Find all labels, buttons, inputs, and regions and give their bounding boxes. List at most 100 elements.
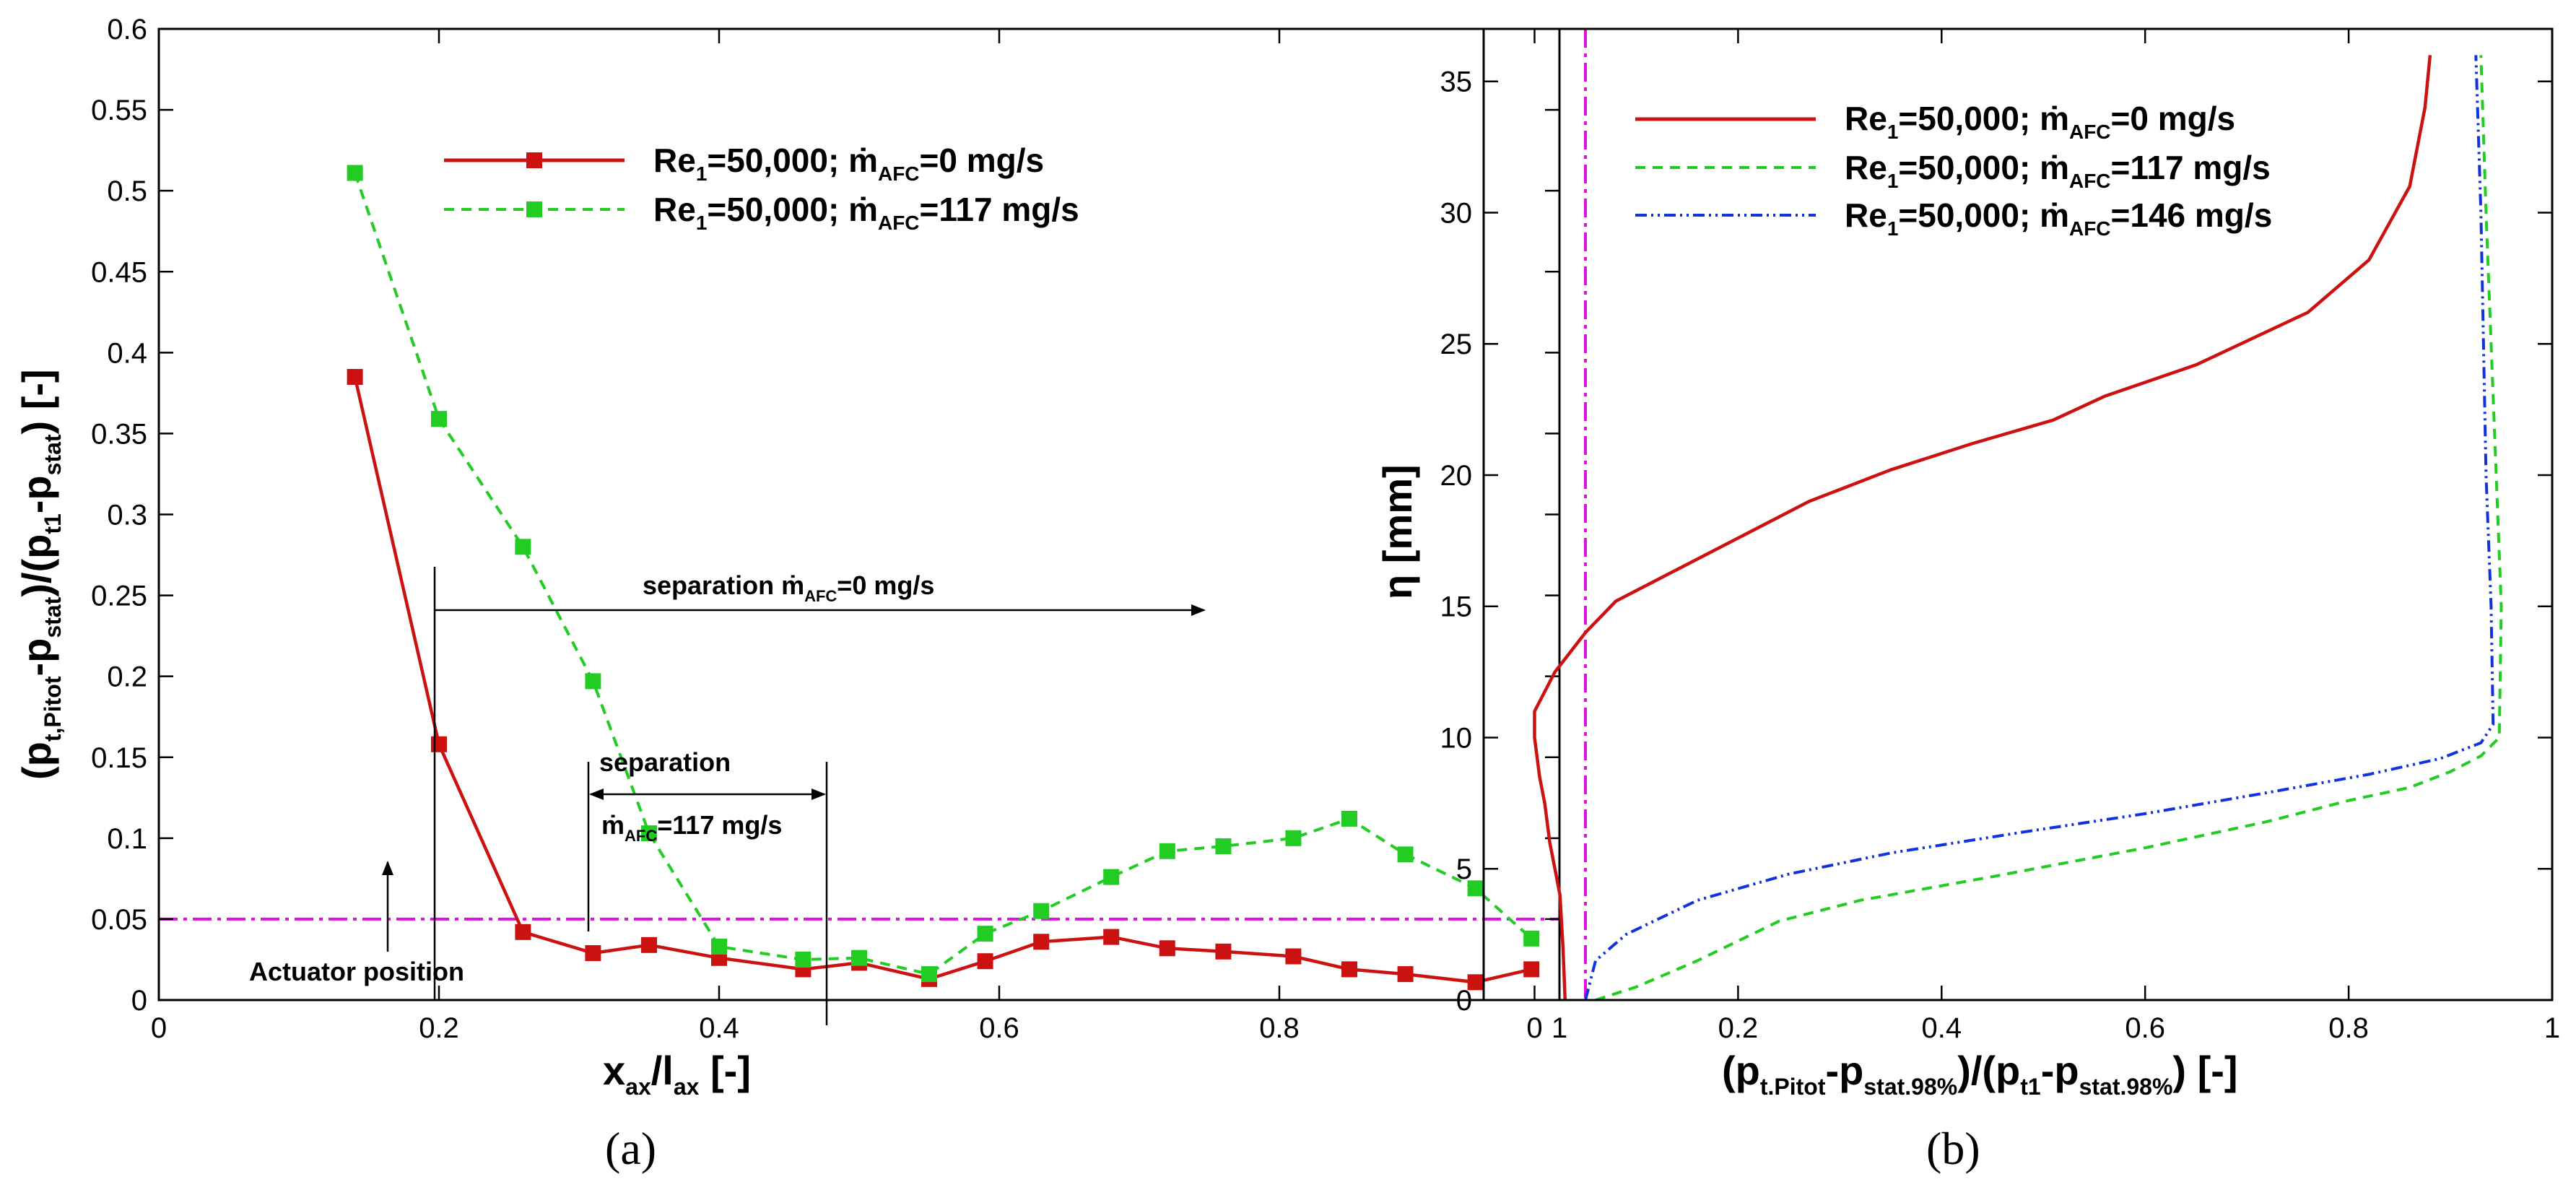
series-line-b-0 <box>1533 55 2432 1000</box>
y-tick-label-a-8: 0.4 <box>107 337 147 369</box>
data-point-a-1-0 <box>347 165 363 181</box>
data-point-a-1-3 <box>585 673 601 690</box>
x-tick-label-b-4: 0.8 <box>2328 1012 2369 1044</box>
legend-label-red: Re1=50,000; ṁAFC=0 mg/s <box>653 142 1044 185</box>
y-tick-label-b-5: 25 <box>1440 329 1473 360</box>
data-point-a-1-17 <box>1467 880 1484 897</box>
data-point-a-1-1 <box>431 411 447 427</box>
legend-b: Re1=50,000; ṁAFC=0 mg/s Re1=50,000; ṁAFC… <box>1635 100 2272 240</box>
data-point-a-0-11 <box>1103 929 1120 945</box>
data-point-a-1-18 <box>1523 930 1540 947</box>
x-axis-label-b: (pt.Pitot-pstat.98%)/(pt1-pstat.98%) [-] <box>1722 1048 2238 1100</box>
data-point-a-0-12 <box>1159 940 1175 957</box>
y-tick-label-a-12: 0.6 <box>107 14 147 45</box>
series-group-b <box>1533 55 2503 1000</box>
data-point-a-1-12 <box>1159 843 1175 859</box>
y-tick-label-a-11: 0.55 <box>91 95 147 126</box>
series-line-a-0 <box>353 376 1532 984</box>
y-tick-label-b-1: 5 <box>1456 853 1472 885</box>
data-point-a-0-14 <box>1285 948 1302 965</box>
legend-item-red-b: Re1=50,000; ṁAFC=0 mg/s <box>1635 100 2235 143</box>
axis-ticks-a: 0 0.2 0.4 0.6 0.8 100.050.10.150.20.250.30.35… <box>91 14 1567 1044</box>
data-point-a-1-11 <box>1103 869 1120 885</box>
data-point-a-1-13 <box>1215 838 1232 854</box>
y-tick-label-a-1: 0.05 <box>91 904 147 936</box>
y-tick-label-b-3: 15 <box>1440 591 1473 623</box>
data-point-a-0-9 <box>977 953 993 970</box>
x-axis-label-a: xax/lax [-] <box>603 1048 751 1100</box>
legend-a: Re1=50,000; ṁAFC=0 mg/s Re1=50,000; ṁAFC… <box>444 142 1079 234</box>
y-tick-label-a-10: 0.5 <box>107 175 147 207</box>
data-point-a-0-3 <box>585 945 601 961</box>
data-point-a-1-4 <box>641 825 657 842</box>
data-point-a-0-10 <box>1033 934 1050 950</box>
actuator-label: Actuator position <box>249 957 464 986</box>
data-point-a-0-15 <box>1341 961 1357 978</box>
y-tick-label-a-6: 0.3 <box>107 500 147 531</box>
x-tick-label-a-1: 0.2 <box>419 1012 459 1044</box>
data-point-a-1-15 <box>1341 810 1357 827</box>
data-point-a-1-14 <box>1285 830 1302 846</box>
legend-item-green: Re1=50,000; ṁAFC=117 mg/s <box>444 191 1079 234</box>
data-point-a-0-18 <box>1523 961 1540 978</box>
x-tick-label-a-4: 0.8 <box>1259 1012 1300 1044</box>
panel-label-a: (a) <box>605 1123 656 1174</box>
panel-label-b: (b) <box>1926 1123 1980 1174</box>
x-tick-label-a-2: 0.4 <box>699 1012 739 1044</box>
legend-marker-red <box>526 152 542 168</box>
x-tick-label-a-0: 0 <box>151 1012 167 1044</box>
legend-item-red: Re1=50,000; ṁAFC=0 mg/s <box>444 142 1044 185</box>
y-tick-label-a-2: 0.1 <box>107 823 147 855</box>
data-point-a-1-6 <box>795 952 811 968</box>
legend-marker-green <box>526 201 542 217</box>
y-tick-label-b-0: 0 <box>1456 985 1472 1017</box>
y-tick-label-a-9: 0.45 <box>91 256 147 288</box>
data-point-a-0-4 <box>641 937 657 953</box>
y-tick-label-b-2: 10 <box>1440 722 1473 754</box>
y-tick-label-a-5: 0.25 <box>91 581 147 612</box>
separation-117-label-2: ṁAFC=117 mg/s <box>601 810 782 845</box>
x-tick-label-b-3: 0.6 <box>2125 1012 2165 1044</box>
legend-item-blue-b: Re1=50,000; ṁAFC=146 mg/s <box>1635 196 2272 240</box>
x-tick-label-b-0: 0 <box>1526 1012 1542 1044</box>
x-tick-label-b-5: 1 <box>2544 1012 2560 1044</box>
y-tick-label-b-4: 20 <box>1440 460 1473 492</box>
y-tick-label-a-0: 0 <box>131 985 147 1017</box>
y-tick-label-b-7: 35 <box>1440 66 1473 98</box>
data-point-a-1-9 <box>977 926 993 942</box>
y-axis-label-a: (pt,Pitot-pstat)/(pt1-pstat) [-] <box>14 369 66 780</box>
data-point-a-0-16 <box>1397 966 1414 983</box>
data-point-a-0-17 <box>1467 974 1484 991</box>
y-tick-label-a-7: 0.35 <box>91 418 147 450</box>
data-point-a-0-1 <box>431 736 447 752</box>
x-tick-label-a-3: 0.6 <box>979 1012 1019 1044</box>
data-point-a-1-8 <box>921 966 937 983</box>
legend-label-blue-b: Re1=50,000; ṁAFC=146 mg/s <box>1845 196 2272 240</box>
x-tick-label-a-5: 1 <box>1552 1012 1567 1044</box>
x-tick-label-b-2: 0.4 <box>1921 1012 1962 1044</box>
y-axis-label-b: η [mm] <box>1375 464 1420 599</box>
series-line-b-1 <box>1595 55 2503 1000</box>
legend-label-red-b: Re1=50,000; ṁAFC=0 mg/s <box>1845 100 2235 143</box>
annotations-a: separation ṁAFC=0 mg/s separation ṁAFC=1… <box>249 567 1206 1025</box>
data-point-a-1-5 <box>711 939 727 955</box>
data-point-a-1-16 <box>1397 846 1414 863</box>
data-point-a-1-2 <box>515 539 531 555</box>
x-tick-label-b-1: 0.2 <box>1718 1012 1759 1044</box>
separation-0-label: separation ṁAFC=0 mg/s <box>643 570 934 605</box>
y-tick-label-a-4: 0.2 <box>107 661 147 693</box>
legend-item-green-b: Re1=50,000; ṁAFC=117 mg/s <box>1635 149 2271 192</box>
legend-label-green: Re1=50,000; ṁAFC=117 mg/s <box>653 191 1079 234</box>
y-tick-label-a-3: 0.15 <box>91 742 147 774</box>
data-point-a-0-0 <box>347 369 363 385</box>
data-point-a-0-13 <box>1215 943 1232 960</box>
data-point-a-1-7 <box>851 950 867 966</box>
legend-label-green-b: Re1=50,000; ṁAFC=117 mg/s <box>1845 149 2271 192</box>
y-tick-label-b-6: 30 <box>1440 197 1473 229</box>
data-point-a-1-10 <box>1033 903 1050 919</box>
plot-frame-b <box>1482 27 2554 1001</box>
data-point-a-0-2 <box>515 924 531 940</box>
